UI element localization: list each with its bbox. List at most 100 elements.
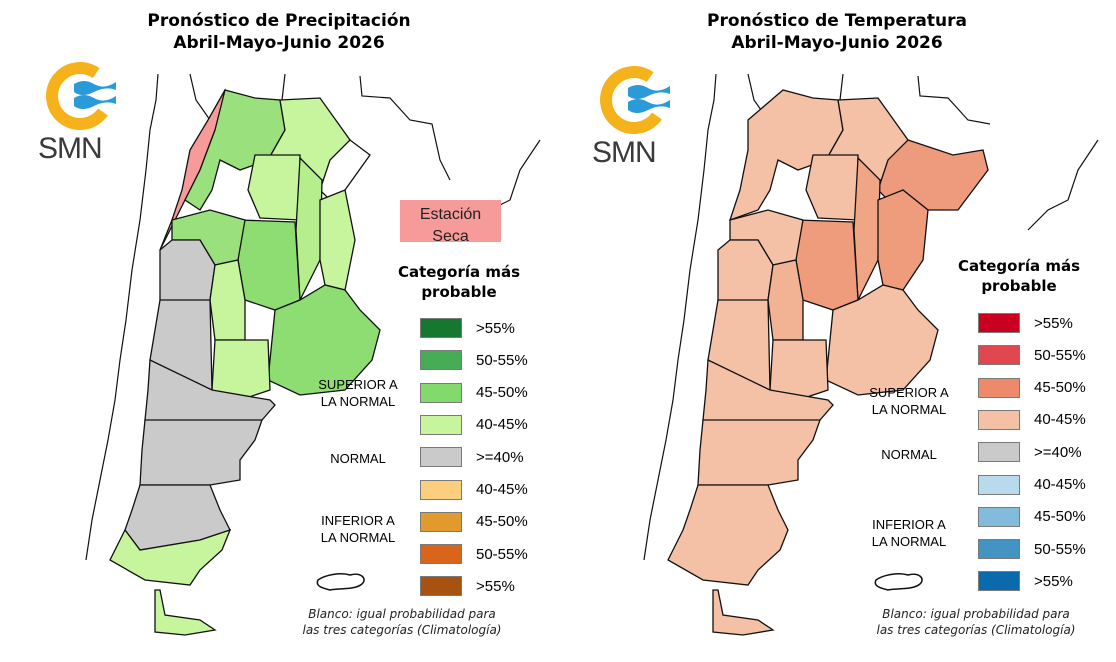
legend-item-above: 50-55% <box>420 349 528 371</box>
legend-title: Categoría más probable <box>397 263 521 301</box>
legend-item-normal: >=40% <box>420 446 524 468</box>
region-northwest <box>728 89 844 222</box>
dry-season-label: Estación Seca <box>400 200 501 242</box>
legend-swatch <box>420 447 462 468</box>
legend-label: >=40% <box>1034 443 1082 461</box>
smn-logo: SMN <box>592 60 682 176</box>
legend-swatch <box>420 350 462 371</box>
precipitation-forecast-panel: Pronóstico de Precipitación Abril-Mayo-J… <box>38 11 541 637</box>
argentina-provinces <box>109 88 381 636</box>
region-lapampa <box>769 339 829 401</box>
legend-item-above: 50-55% <box>978 344 1086 366</box>
legend-label: 45-50% <box>476 384 528 402</box>
category-normal-label: NORMAL <box>330 451 386 466</box>
malvinas-islands <box>874 573 923 591</box>
paraguay-border-north <box>281 73 286 101</box>
legend-label: 45-50% <box>476 513 528 531</box>
region-santafe <box>853 156 881 303</box>
region-santacruz-south <box>109 528 232 586</box>
legend-swatch <box>420 382 462 403</box>
legend-label: 40-45% <box>476 481 528 498</box>
legend-item-normal: >=40% <box>978 441 1082 463</box>
precipitation-title: Pronóstico de Precipitación Abril-Mayo-J… <box>147 11 411 53</box>
legend-label: >55% <box>476 577 515 595</box>
legend-swatch <box>420 544 462 565</box>
smn-logo: SMN <box>38 56 128 172</box>
legend-label: 45-50% <box>1034 508 1086 526</box>
smn-logo-text: SMN <box>592 136 657 169</box>
legend-swatch <box>978 474 1020 495</box>
legend-item-below: >55% <box>420 575 515 597</box>
legend-item-above: 45-50% <box>420 382 528 404</box>
brazil-border <box>359 75 451 181</box>
legend-item-below: 50-55% <box>420 543 528 565</box>
legend-item-below: 45-50% <box>420 511 528 533</box>
legend-swatch <box>978 313 1020 333</box>
waves-icon <box>628 85 670 113</box>
legend-title: Categoría más probable <box>957 257 1081 295</box>
legend-item-above: 45-50% <box>978 377 1086 399</box>
legend-label: 40-45% <box>1034 476 1086 493</box>
region-chubut <box>139 419 263 486</box>
category-above-label: SUPERIOR A LA NORMAL <box>869 385 949 417</box>
category-below-label: INFERIOR A LA NORMAL <box>320 513 396 545</box>
waves-icon <box>74 81 116 109</box>
legend-swatch <box>420 576 462 597</box>
argentina-provinces <box>667 89 989 636</box>
legend-label: 50-55% <box>1034 346 1086 364</box>
legend-item-below: 40-45% <box>978 474 1086 496</box>
footnote: Blanco: igual probabilidad para las tres… <box>302 607 502 637</box>
legend-item-below: 50-55% <box>978 538 1086 560</box>
region-santiago <box>247 154 301 221</box>
legend-swatch <box>978 345 1020 366</box>
legend-label: 50-55% <box>1034 540 1086 558</box>
legend-label: 40-45% <box>1034 411 1086 429</box>
malvinas-islands <box>316 573 365 591</box>
region-cordoba <box>237 219 301 311</box>
paraguay-border-north <box>839 73 844 101</box>
legend-item-above: >55% <box>420 317 515 339</box>
legend-label: >=40% <box>476 448 524 466</box>
legend-label: >55% <box>476 319 515 337</box>
legend-label: >55% <box>1034 314 1073 332</box>
category-below-label: INFERIOR A LA NORMAL <box>871 517 947 549</box>
legend-item-below: >55% <box>978 570 1073 592</box>
legend-swatch <box>420 414 462 435</box>
legend-label: 50-55% <box>476 545 528 563</box>
legend-label: 40-45% <box>476 416 528 434</box>
legend-swatch <box>978 506 1020 527</box>
legend-item-above: 40-45% <box>420 414 528 436</box>
smn-logo-text: SMN <box>38 132 103 165</box>
legend-label: 45-50% <box>1034 379 1086 397</box>
chile-coast <box>643 73 717 561</box>
legend-item-above: 40-45% <box>978 409 1086 431</box>
legend-swatch <box>978 377 1020 398</box>
legend-swatch <box>978 409 1020 430</box>
legend-item-below: 45-50% <box>978 506 1086 528</box>
precipitation-map <box>85 73 541 636</box>
legend-item-below: 40-45% <box>420 479 528 501</box>
chile-coast <box>85 73 159 561</box>
brazil-border <box>917 75 991 125</box>
legend-label: 50-55% <box>476 351 528 369</box>
region-santafe <box>295 156 323 303</box>
category-above-label: SUPERIOR A LA NORMAL <box>318 377 398 409</box>
region-sanluis <box>767 259 804 341</box>
legend-swatch <box>420 511 462 532</box>
legend-swatch <box>978 442 1020 463</box>
region-tierradelfuego <box>154 589 217 636</box>
legend-swatch <box>978 539 1020 560</box>
legend-item-above: >55% <box>978 312 1073 334</box>
temperature-title: Pronóstico de Temperatura Abril-Mayo-Jun… <box>707 11 967 53</box>
temperature-map <box>643 73 1099 636</box>
region-cordoba <box>795 219 859 311</box>
category-normal-label: NORMAL <box>881 447 937 462</box>
brazil-coast <box>1027 139 1099 231</box>
region-santiago <box>805 154 859 221</box>
legend-swatch <box>978 571 1020 592</box>
legend-swatch <box>420 479 462 500</box>
temperature-forecast-panel: Pronóstico de Temperatura Abril-Mayo-Jun… <box>558 0 1116 662</box>
footnote: Blanco: igual probabilidad para las tres… <box>876 607 1076 637</box>
region-santacruz <box>667 484 789 586</box>
region-lapampa <box>211 339 271 401</box>
